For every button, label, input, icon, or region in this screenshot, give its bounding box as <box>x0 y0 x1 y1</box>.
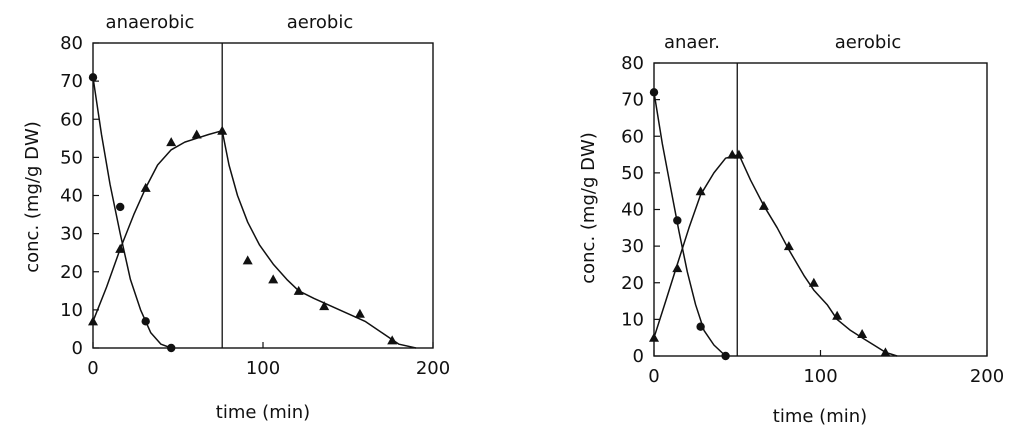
x-tick-label: 200 <box>416 358 450 379</box>
y-tick-label: 50 <box>621 163 644 184</box>
triangle-data-point <box>880 347 891 357</box>
y-tick-label: 50 <box>60 147 83 168</box>
triangle-data-point <box>808 277 819 287</box>
circle-data-point <box>673 216 682 225</box>
triangle-data-point <box>88 316 98 326</box>
triangle-data-point <box>832 310 843 320</box>
triangle-data-point <box>672 263 683 273</box>
circle-data-point <box>141 317 150 326</box>
triangle-data-point <box>319 301 330 311</box>
y-tick-label: 80 <box>60 33 83 54</box>
triangle-data-point <box>649 332 659 342</box>
x-tick-label: 0 <box>87 358 98 379</box>
triangle-data-point <box>191 129 202 139</box>
y-axis-title: conc. (mg/g DW) <box>578 132 599 284</box>
y-tick-label: 60 <box>60 109 83 130</box>
triangle-data-point <box>268 274 279 284</box>
triangle-data-point <box>695 186 706 196</box>
circle-data-point <box>167 343 176 353</box>
circle-data-point <box>116 202 125 212</box>
y-tick-label: 20 <box>621 273 644 294</box>
y-axis-title: conc. (mg/g DW) <box>22 121 43 273</box>
triangle-data-point <box>783 241 794 251</box>
triangle-data-point <box>387 335 398 345</box>
triangle-data-point <box>733 149 744 159</box>
triangle-data-point <box>242 255 253 265</box>
x-axis-title: time (min) <box>773 406 867 427</box>
y-tick-label: 0 <box>633 346 644 367</box>
triangle-data-point <box>115 243 126 253</box>
chart-left: anaerobic aerobic time (min) conc. (mg/g… <box>22 12 450 423</box>
y-tick-label: 10 <box>60 300 83 321</box>
y-tick-label: 80 <box>621 53 644 74</box>
phase-label-aerobic: aerobic <box>835 32 901 53</box>
x-axis-title: time (min) <box>216 402 310 423</box>
y-tick-label: 70 <box>621 90 644 111</box>
plot-frame <box>653 62 988 357</box>
y-tick-label: 40 <box>60 186 83 207</box>
y-tick-label: 30 <box>60 224 83 245</box>
y-tick-label: 20 <box>60 262 83 283</box>
triangle-data-point <box>166 137 177 147</box>
y-tick-label: 0 <box>72 338 83 359</box>
x-tick-label: 0 <box>648 366 659 387</box>
circle-series-fit-curve <box>653 92 727 357</box>
x-tick-label: 100 <box>246 358 280 379</box>
triangle-data-point <box>758 200 769 210</box>
phase-label-anaer: anaer. <box>664 32 720 53</box>
triangle-data-point <box>217 125 228 135</box>
triangle-data-point <box>727 149 738 159</box>
phase-label-anaerobic: anaerobic <box>106 12 195 33</box>
triangle-series-fit-curve <box>92 129 417 349</box>
triangle-series-fit-curve <box>653 153 898 357</box>
triangle-data-point <box>140 182 151 192</box>
y-tick-label: 10 <box>621 309 644 330</box>
circle-data-point <box>696 322 705 331</box>
triangle-data-point <box>293 285 304 295</box>
y-tick-label: 70 <box>60 71 83 92</box>
triangle-data-point <box>354 308 365 318</box>
circle-data-point <box>721 351 730 361</box>
circle-series-fit-curve <box>92 77 172 349</box>
circle-data-point <box>649 88 659 97</box>
triangle-data-point <box>857 329 868 339</box>
y-tick-label: 30 <box>621 236 644 257</box>
plot-frame <box>92 42 434 349</box>
chart-right: anaer. aerobic time (min) conc. (mg/g DW… <box>578 32 1004 427</box>
x-tick-label: 100 <box>803 366 837 387</box>
x-tick-label: 200 <box>970 366 1004 387</box>
phase-label-aerobic: aerobic <box>287 12 353 33</box>
y-tick-label: 40 <box>621 200 644 221</box>
circle-data-point <box>88 73 98 82</box>
y-tick-label: 60 <box>621 126 644 147</box>
